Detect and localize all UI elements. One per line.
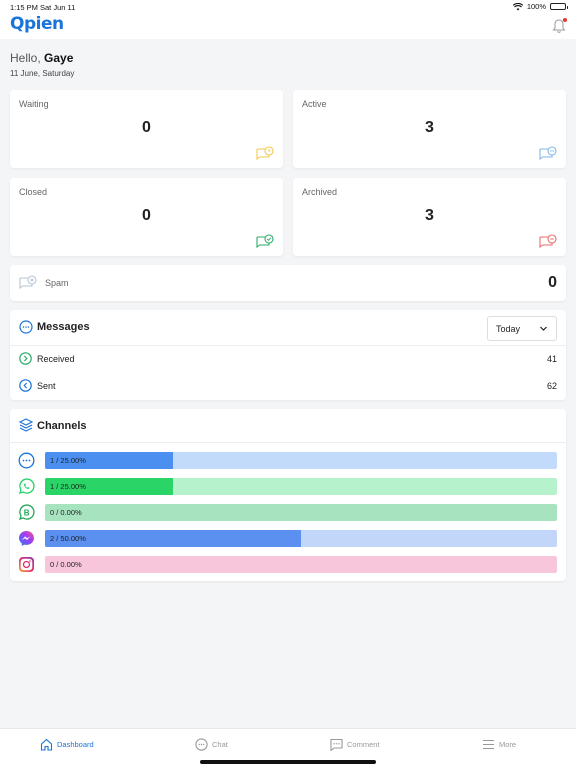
app-logo: Qpien [10,14,64,34]
channel-bar: 1 / 25.00% [45,452,557,469]
chat-clock-icon [256,146,274,161]
active-label: Active [302,99,327,109]
tab-dashboard-label: Dashboard [57,739,94,749]
tab-more-label: More [499,739,517,749]
closed-value: 0 [142,207,151,224]
waiting-card[interactable]: Waiting 0 [10,90,283,168]
channel-bar: 1 / 25.00% [45,478,557,495]
received-value: 41 [546,354,557,364]
received-label: Received [37,354,75,364]
chat-minus-icon [539,234,557,249]
channels-card: Channels 1 / 25.00% 1 / 25.00% B 0 / 0.0… [10,409,566,581]
sent-arrow-icon [19,379,32,392]
instagram-icon [19,557,34,572]
received-row: Received 41 [10,349,566,369]
status-right: 100% [512,2,568,11]
battery-percent: 100% [526,2,546,11]
chat-dots-icon [539,146,557,161]
channel-bar-label: 1 / 25.00% [50,482,86,491]
greeting-name: Gaye [44,51,74,65]
channel-row-webchat[interactable]: 1 / 25.00% [10,451,566,471]
messenger-icon [19,531,34,546]
messages-card: Messages Today Received 41 Sent 62 [10,310,566,400]
notification-dot [563,18,567,22]
greeting: Hello, Gaye [10,51,73,65]
chat-x-icon [19,275,37,290]
bell-icon[interactable] [552,18,567,34]
archived-label: Archived [302,187,338,197]
channel-bar: 0 / 0.00% [45,504,557,521]
divider [10,345,566,346]
channel-row-whatsapp-business[interactable]: B 0 / 0.00% [10,503,566,523]
status-bar: 1:15 PM Sat Jun 11 100% [0,0,576,14]
waiting-label: Waiting [19,99,49,109]
status-time: 1:15 PM [10,3,38,12]
comment-icon [330,738,343,751]
archived-value: 3 [425,207,434,224]
sent-value: 62 [546,381,557,391]
home-indicator [200,760,376,764]
active-card[interactable]: Active 3 [293,90,566,168]
tab-chat[interactable]: Chat [195,736,228,752]
divider [10,442,566,443]
channel-bar-label: 2 / 50.00% [50,534,86,543]
spam-card[interactable]: Spam 0 [10,265,566,301]
channel-bar-label: 1 / 25.00% [50,456,86,465]
greeting-date: 11 June, Saturday [10,69,75,78]
chevron-down-icon [540,326,547,331]
spam-value: 0 [548,274,557,291]
whatsapp-icon [19,478,35,494]
tab-dashboard[interactable]: Dashboard [40,736,94,752]
spam-label: Spam [45,278,69,288]
sent-row: Sent 62 [10,376,566,396]
sent-label: Sent [37,381,56,391]
chat-bubble-icon [19,320,33,334]
battery-icon [550,3,568,10]
channel-row-whatsapp[interactable]: 1 / 25.00% [10,477,566,497]
closed-card[interactable]: Closed 0 [10,178,283,256]
status-date: Sat Jun 11 [40,3,76,12]
chat-icon [195,737,208,751]
channel-row-instagram[interactable]: 0 / 0.00% [10,555,566,575]
whatsapp-business-icon: B [19,504,35,520]
channel-bar: 2 / 50.00% [45,530,557,547]
channel-bar: 0 / 0.00% [45,556,557,573]
channel-bar-label: 0 / 0.00% [50,508,82,517]
received-arrow-icon [19,352,32,365]
webchat-icon [18,452,35,469]
messages-period-select[interactable]: Today [487,316,557,341]
tab-comment-label: Comment [347,739,380,749]
tab-chat-label: Chat [212,739,228,749]
tab-more[interactable]: More [482,736,516,752]
messages-title: Messages [37,321,90,333]
channel-row-messenger[interactable]: 2 / 50.00% [10,529,566,549]
closed-label: Closed [19,187,48,197]
messages-period-value: Today [496,324,521,334]
waiting-value: 0 [142,119,151,136]
app-header: Qpien [0,14,576,39]
tab-comment[interactable]: Comment [330,736,380,752]
home-icon [40,738,53,751]
channel-bar-label: 0 / 0.00% [50,560,82,569]
bottom-tab-bar: Dashboard Chat Comment More [0,728,576,768]
layers-icon [19,418,33,432]
chat-check-icon [256,234,274,249]
archived-card[interactable]: Archived 3 [293,178,566,256]
wifi-icon [512,2,523,10]
menu-icon [483,739,494,749]
channels-title: Channels [37,420,87,432]
svg-text:B: B [24,509,30,518]
active-value: 3 [425,119,434,136]
greeting-hello: Hello, [10,51,41,65]
